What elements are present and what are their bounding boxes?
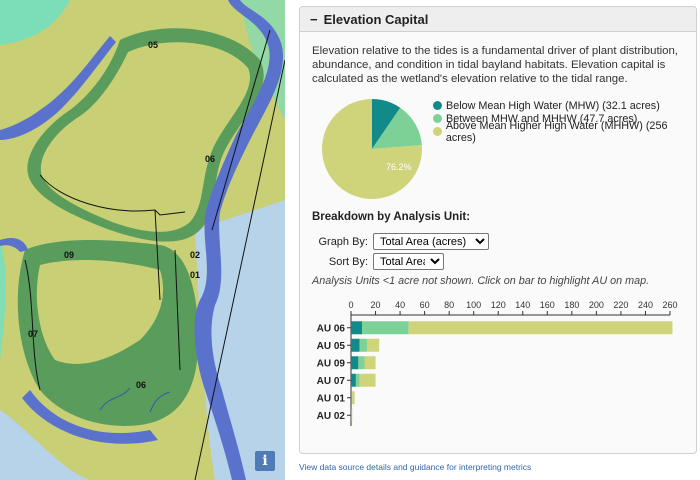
x-tick-label: 120 (491, 300, 506, 310)
legend-swatch (433, 127, 442, 136)
au-bar-chart[interactable]: 0 20 40 60 80 100 120 140 160 180 200 220 240 260 AU … (300, 295, 696, 435)
chart-note: Analysis Units <1 acre not shown. Click … (312, 275, 650, 287)
intro-text: Elevation relative to the tides is a fun… (312, 45, 678, 85)
x-tick-label: 60 (420, 300, 430, 310)
legend-swatch (433, 114, 442, 123)
bar-segment[interactable] (351, 391, 353, 405)
x-tick-label: 80 (444, 300, 454, 310)
x-tick-label: 40 (395, 300, 405, 310)
bar-segment[interactable] (364, 356, 376, 370)
bar-category-label[interactable]: AU 09 (317, 358, 346, 369)
bar-segment[interactable] (351, 373, 356, 387)
x-tick-label: 100 (466, 300, 481, 310)
map-label-au01[interactable]: 01 (190, 270, 200, 280)
bar-segment[interactable] (362, 321, 409, 335)
legend-label: Between MHW and MHHW (47.7 acres) (446, 112, 638, 125)
bar-segment[interactable] (351, 321, 363, 335)
graph-by-label: Graph By: (318, 236, 368, 248)
info-button[interactable]: i (255, 451, 275, 471)
bar-category-label[interactable]: AU 05 (317, 341, 346, 352)
map-label-au07[interactable]: 07 (28, 329, 38, 339)
panel-title: Elevation Capital (323, 11, 429, 27)
bar-segment[interactable] (366, 338, 380, 352)
data-source-link[interactable]: View data source details and guidance fo… (299, 462, 532, 472)
bar-segment[interactable] (351, 338, 360, 352)
bar-category-label[interactable]: AU 06 (317, 323, 346, 334)
bar-segment[interactable] (408, 321, 673, 335)
legend-item-mhw-mhhw: Between MHW and MHHW (47.7 acres) (433, 112, 696, 125)
collapse-icon[interactable]: − (310, 11, 318, 27)
x-tick-label: 160 (540, 300, 555, 310)
bar-segment[interactable] (351, 391, 352, 405)
legend-swatch (433, 101, 442, 110)
legend-label: Above Mean Higher High Water (MHHW) (256… (445, 119, 668, 144)
bar-segment[interactable] (352, 391, 355, 405)
x-tick-label: 180 (564, 300, 579, 310)
bar-category-label[interactable]: AU 02 (317, 411, 346, 422)
sort-by-label: Sort By: (328, 256, 368, 268)
bar-segment[interactable] (351, 356, 359, 370)
map-view[interactable]: 05 06 09 02 01 07 06 i (0, 0, 285, 480)
bar-category-label[interactable]: AU 01 (317, 393, 346, 404)
panel-header[interactable]: − Elevation Capital (300, 7, 696, 32)
bar-segment[interactable] (355, 373, 360, 387)
pie-legend: Below Mean High Water (MHW) (32.1 acres)… (433, 99, 696, 144)
legend-item-below-mhw: Below Mean High Water (MHW) (32.1 acres) (433, 99, 696, 112)
map-label-au05[interactable]: 05 (148, 40, 158, 50)
splitter[interactable] (285, 0, 299, 480)
pie-slice-0 (372, 99, 401, 149)
x-tick-label: 240 (638, 300, 653, 310)
pie-slice-2 (322, 99, 422, 199)
pie-data-label: 76.2% (386, 162, 412, 172)
map-label-au09[interactable]: 09 (64, 250, 74, 260)
breakdown-heading: Breakdown by Analysis Unit: (312, 211, 471, 223)
bar-segment[interactable] (351, 408, 353, 422)
elevation-pie-chart: 76.2% (322, 99, 422, 199)
map-label-au06-north[interactable]: 06 (205, 154, 215, 164)
map-label-au02[interactable]: 02 (190, 250, 200, 260)
legend-item-above-mhhw: Above Mean Higher High Water (MHHW) (256… (433, 120, 696, 144)
sort-by-select[interactable]: Total Area (373, 253, 444, 270)
x-tick-label: 260 (662, 300, 677, 310)
graph-by-select[interactable]: Total Area (acres) (373, 233, 489, 250)
bar-segment[interactable] (359, 338, 367, 352)
legend-label: Below Mean High Water (MHW) (32.1 acres) (446, 99, 660, 112)
x-tick-label: 0 (348, 300, 353, 310)
metric-panel: − Elevation Capital Elevation relative t… (299, 6, 697, 454)
x-tick-label: 140 (515, 300, 530, 310)
bar-category-label[interactable]: AU 07 (317, 376, 346, 387)
bar-segment[interactable] (359, 373, 376, 387)
map-label-au06[interactable]: 06 (136, 380, 146, 390)
x-tick-label: 200 (589, 300, 604, 310)
x-tick-label: 20 (371, 300, 381, 310)
x-tick-label: 220 (613, 300, 628, 310)
bar-segment[interactable] (358, 356, 365, 370)
pie-slice-1 (372, 107, 422, 149)
